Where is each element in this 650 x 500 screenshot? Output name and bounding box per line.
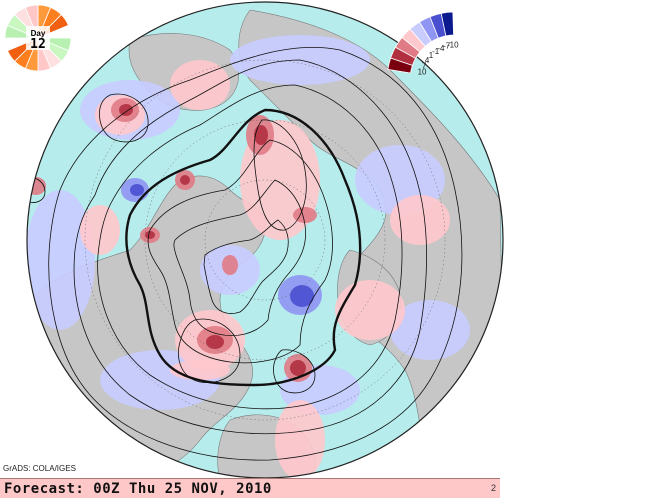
contour-outer-2 [97, 84, 403, 410]
legend-label: -7 [443, 42, 451, 51]
legend-label: -1 [432, 47, 440, 56]
anomaly-blue [27, 35, 470, 415]
banner-right-mark: 2 [490, 483, 496, 493]
globe-content [27, 9, 503, 478]
contour-low-2 [178, 318, 241, 383]
contour-low-3 [273, 349, 316, 394]
anomaly-red-23 [293, 207, 317, 223]
contour-inner-2 [173, 179, 307, 337]
contour-outer-1 [73, 59, 427, 435]
legend-label: -4 [437, 44, 445, 53]
credit-text: GrADS: COLA/IGES [3, 464, 76, 473]
anomaly-blue-12 [130, 184, 144, 196]
anomaly-red-4 [80, 205, 120, 255]
legend-swatch [440, 11, 454, 37]
legend-label: 1 [429, 51, 434, 60]
legend-label: 7 [422, 61, 427, 70]
anomaly-red-6 [275, 400, 325, 478]
anomaly-red-2 [170, 60, 230, 110]
anomaly-red-14 [180, 175, 190, 185]
anomaly-red-7 [390, 195, 450, 245]
legend-label: 4 [425, 56, 430, 65]
contour-outer-3 [48, 47, 463, 461]
contour-low-4 [99, 93, 149, 143]
day-badge-number: 12 [30, 37, 46, 52]
anomaly-red-12 [119, 104, 133, 116]
forecast-label: Forecast: 00Z Thu 25 NOV, 2010 [4, 481, 272, 497]
anomaly-red-18 [206, 335, 224, 349]
anomaly-blue-3 [27, 190, 95, 330]
anomaly-red-24 [222, 255, 238, 275]
legend-label: 10 [418, 67, 427, 76]
anomaly-blue-10 [290, 285, 314, 307]
anomaly-red-5 [335, 280, 405, 340]
anomaly-red-22 [170, 360, 230, 380]
contour-bold [125, 108, 362, 387]
legend-label: -10 [447, 40, 459, 49]
latitude-circle-1 [204, 179, 326, 301]
anomaly-red-21 [27, 177, 46, 195]
contour-inner-3 [203, 219, 289, 314]
forecast-banner: Forecast: 00Z Thu 25 NOV, 2010 2 [0, 478, 500, 498]
anomaly-blue-5 [390, 300, 470, 360]
contour-inner-1 [147, 139, 333, 364]
anomaly-red-16 [290, 360, 306, 376]
anomaly-red-20 [145, 231, 155, 239]
day-badge-label: Day [31, 29, 46, 38]
latitude-circle-3 [84, 59, 446, 421]
anomaly-red-10 [254, 125, 268, 145]
contour-low-1 [253, 119, 307, 231]
day-badge-box [26, 26, 50, 50]
